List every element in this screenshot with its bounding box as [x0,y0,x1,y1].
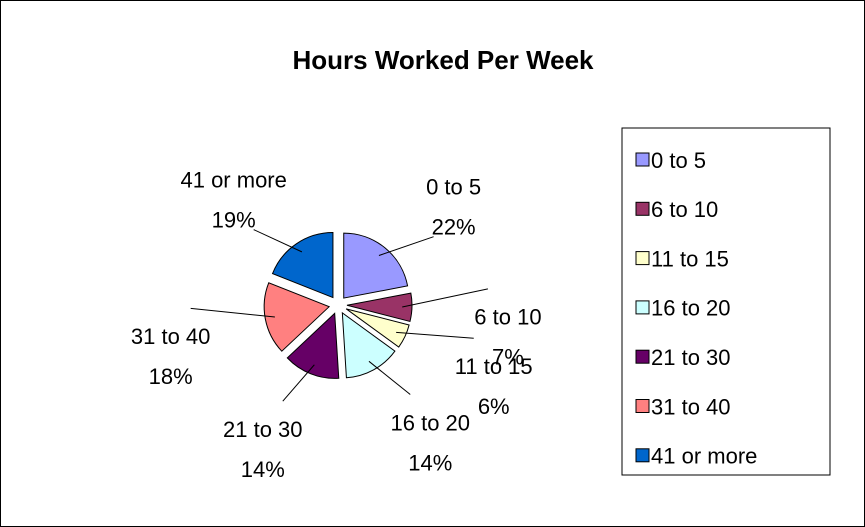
data-label-category: 6 to 10 [474,305,541,330]
legend-swatch [635,251,650,266]
legend-swatch [635,399,650,413]
legend-box [621,127,831,476]
legend-label: 0 to 5 [651,148,706,173]
leader-line [396,331,474,339]
data-label-category: 41 or more [180,167,286,192]
leader-line [402,288,489,308]
leader-line [368,360,411,395]
legend-label: 41 or more [651,444,757,469]
leader-line [378,236,434,256]
pie-slice [341,311,396,379]
legend-label: 16 to 20 [651,296,731,321]
data-label-category: 0 to 5 [426,174,481,199]
pie-slice [263,282,331,352]
data-label-value: 7% [492,345,524,370]
chart-title: Hours Worked Per Week [292,45,594,75]
legend-swatch [635,448,650,463]
legend-label: 31 to 40 [651,394,731,419]
leader-line [190,307,275,318]
leader-line [253,229,303,253]
legend-swatch [635,300,650,315]
data-label-value: 22% [432,214,476,239]
legend-swatch [635,201,650,216]
data-label-value: 14% [241,457,285,482]
data-label-value: 14% [408,450,452,475]
legend-label: 11 to 15 [651,246,729,271]
pie-slice [286,312,340,379]
pie-slice [346,292,413,323]
data-label-value: 6% [478,394,510,419]
data-label-category: 21 to 30 [223,417,303,442]
legend-swatch [635,349,650,364]
data-label-category: 31 to 40 [131,324,211,349]
legend-label: 6 to 10 [651,197,718,222]
data-label-category: 16 to 20 [391,410,471,435]
data-label-value: 19% [212,207,256,232]
legend-swatch [635,152,650,167]
legend-label: 21 to 30 [651,345,731,370]
pie-slice [345,308,410,348]
pie-slice [271,232,334,299]
data-label-value: 18% [149,364,193,389]
pie-slice [343,232,409,299]
data-label-category: 11 to 15 [455,354,533,379]
leader-line [282,364,315,402]
